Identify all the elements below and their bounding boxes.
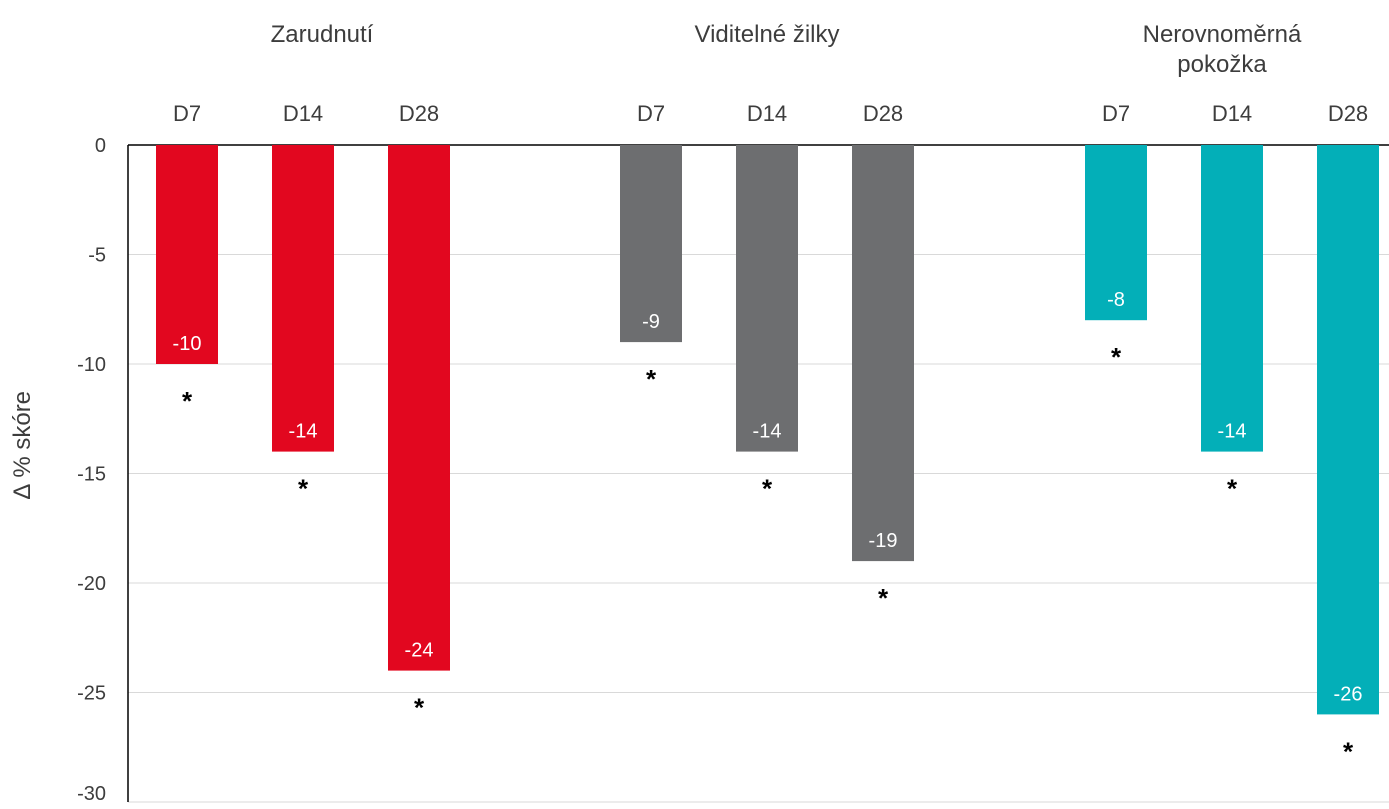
data-label: -9 bbox=[642, 311, 660, 333]
significance-marker: * bbox=[1227, 474, 1238, 504]
significance-marker: * bbox=[646, 364, 657, 394]
data-label: -10 bbox=[173, 333, 202, 355]
category-label: D7 bbox=[1102, 101, 1130, 126]
group-title: Zarudnutí bbox=[271, 21, 374, 48]
category-label: D14 bbox=[747, 101, 787, 126]
significance-marker: * bbox=[878, 583, 889, 613]
y-tick-label: -25 bbox=[77, 683, 106, 705]
bar bbox=[852, 145, 914, 562]
group-title: Viditelné žilky bbox=[695, 21, 840, 48]
bar bbox=[1085, 145, 1147, 321]
y-axis-title: ∆ % skóre bbox=[9, 391, 36, 499]
data-label: -14 bbox=[1218, 421, 1247, 443]
category-label: D14 bbox=[1212, 101, 1252, 126]
bar bbox=[156, 145, 218, 364]
group-title: pokožka bbox=[1177, 51, 1267, 78]
category-label: D7 bbox=[637, 101, 665, 126]
category-label: D7 bbox=[173, 101, 201, 126]
data-label: -8 bbox=[1107, 289, 1125, 311]
y-axis-ticks: 0 -5 -10 -15 -20 -25 -30 bbox=[77, 135, 106, 805]
y-tick-label: -5 bbox=[88, 245, 106, 267]
bar bbox=[1201, 145, 1263, 452]
category-label: D28 bbox=[863, 101, 903, 126]
data-label: -14 bbox=[753, 421, 782, 443]
bar bbox=[736, 145, 798, 452]
bar bbox=[388, 145, 450, 671]
category-label: D28 bbox=[399, 101, 439, 126]
bar bbox=[1317, 145, 1379, 715]
bars bbox=[156, 145, 1379, 715]
y-tick-label: 0 bbox=[95, 135, 106, 157]
y-tick-label: -10 bbox=[77, 354, 106, 376]
y-tick-label: -20 bbox=[77, 573, 106, 595]
bar bbox=[620, 145, 682, 343]
category-label: D28 bbox=[1328, 101, 1368, 126]
significance-marker: * bbox=[762, 474, 773, 504]
bar bbox=[272, 145, 334, 452]
significance-marker: * bbox=[1343, 736, 1354, 766]
data-label: -14 bbox=[289, 421, 318, 443]
group-title: Nerovnoměrná bbox=[1143, 21, 1302, 48]
significance-marker: * bbox=[414, 693, 425, 723]
significance-marker: * bbox=[182, 386, 193, 416]
significance-marker: * bbox=[1111, 342, 1122, 372]
significance-marker: * bbox=[298, 474, 309, 504]
category-label: D14 bbox=[283, 101, 323, 126]
y-tick-label: -15 bbox=[77, 464, 106, 486]
data-label: -19 bbox=[869, 530, 898, 552]
labels: Zarudnutí D7 -10 * D14 -14 * D28 -24 * Viditelné ž… bbox=[173, 21, 1369, 766]
data-label: -24 bbox=[405, 640, 434, 662]
data-label: -26 bbox=[1334, 683, 1363, 705]
y-tick-label: -30 bbox=[77, 783, 106, 805]
